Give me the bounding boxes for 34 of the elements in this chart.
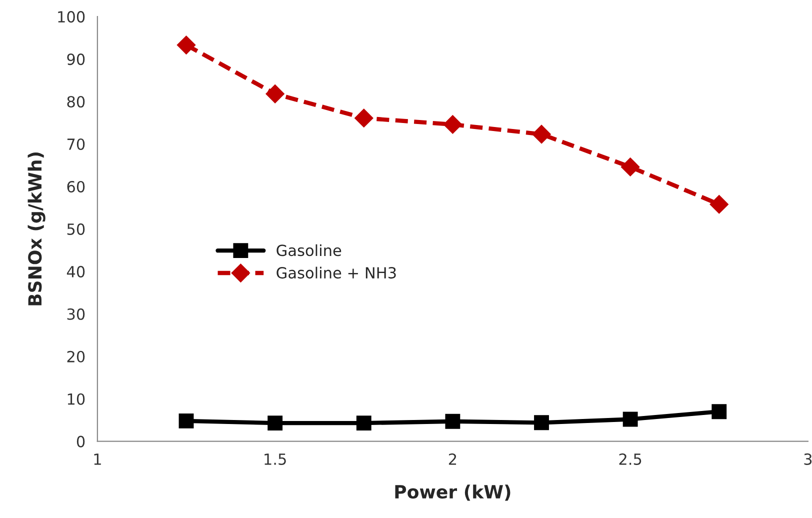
point <box>710 194 728 214</box>
x-tick-label: 3 <box>804 453 812 465</box>
point <box>532 124 551 144</box>
y-tick-label: 10 <box>68 393 85 405</box>
point <box>178 413 194 428</box>
y-tick-label: 0 <box>76 436 85 448</box>
point <box>356 416 372 431</box>
y-axis-title: BSNOx (g/kWh) <box>28 152 46 306</box>
point <box>266 84 284 104</box>
y-tick-label: 80 <box>67 96 85 108</box>
y-tick-label: 90 <box>67 54 85 66</box>
x-tick-label: 1 <box>94 454 101 465</box>
y-tick-label: 60 <box>67 180 85 192</box>
point <box>268 416 283 431</box>
y-tick-label: 70 <box>67 138 85 150</box>
y-tick-label: 50 <box>67 223 85 235</box>
point <box>534 415 549 430</box>
y-tick-label: 40 <box>66 266 85 278</box>
y-tick-label: 100 <box>58 11 85 23</box>
x-tick-label: 2 <box>448 453 456 465</box>
point <box>712 404 727 420</box>
y-tick-label: 30 <box>67 308 85 320</box>
point <box>445 414 460 429</box>
y-tick-label: 20 <box>67 350 85 362</box>
x-tick-label: 1.5 <box>264 454 286 465</box>
legend-label: Gasoline <box>276 244 342 256</box>
point <box>176 36 196 54</box>
x-axis-title: Power (kW) <box>395 484 510 501</box>
legend-label: Gasoline + NH3 <box>276 266 396 279</box>
point <box>622 412 638 427</box>
x-tick-label: 2.5 <box>619 453 642 465</box>
point <box>443 115 462 134</box>
point <box>354 108 374 128</box>
point <box>620 158 640 176</box>
